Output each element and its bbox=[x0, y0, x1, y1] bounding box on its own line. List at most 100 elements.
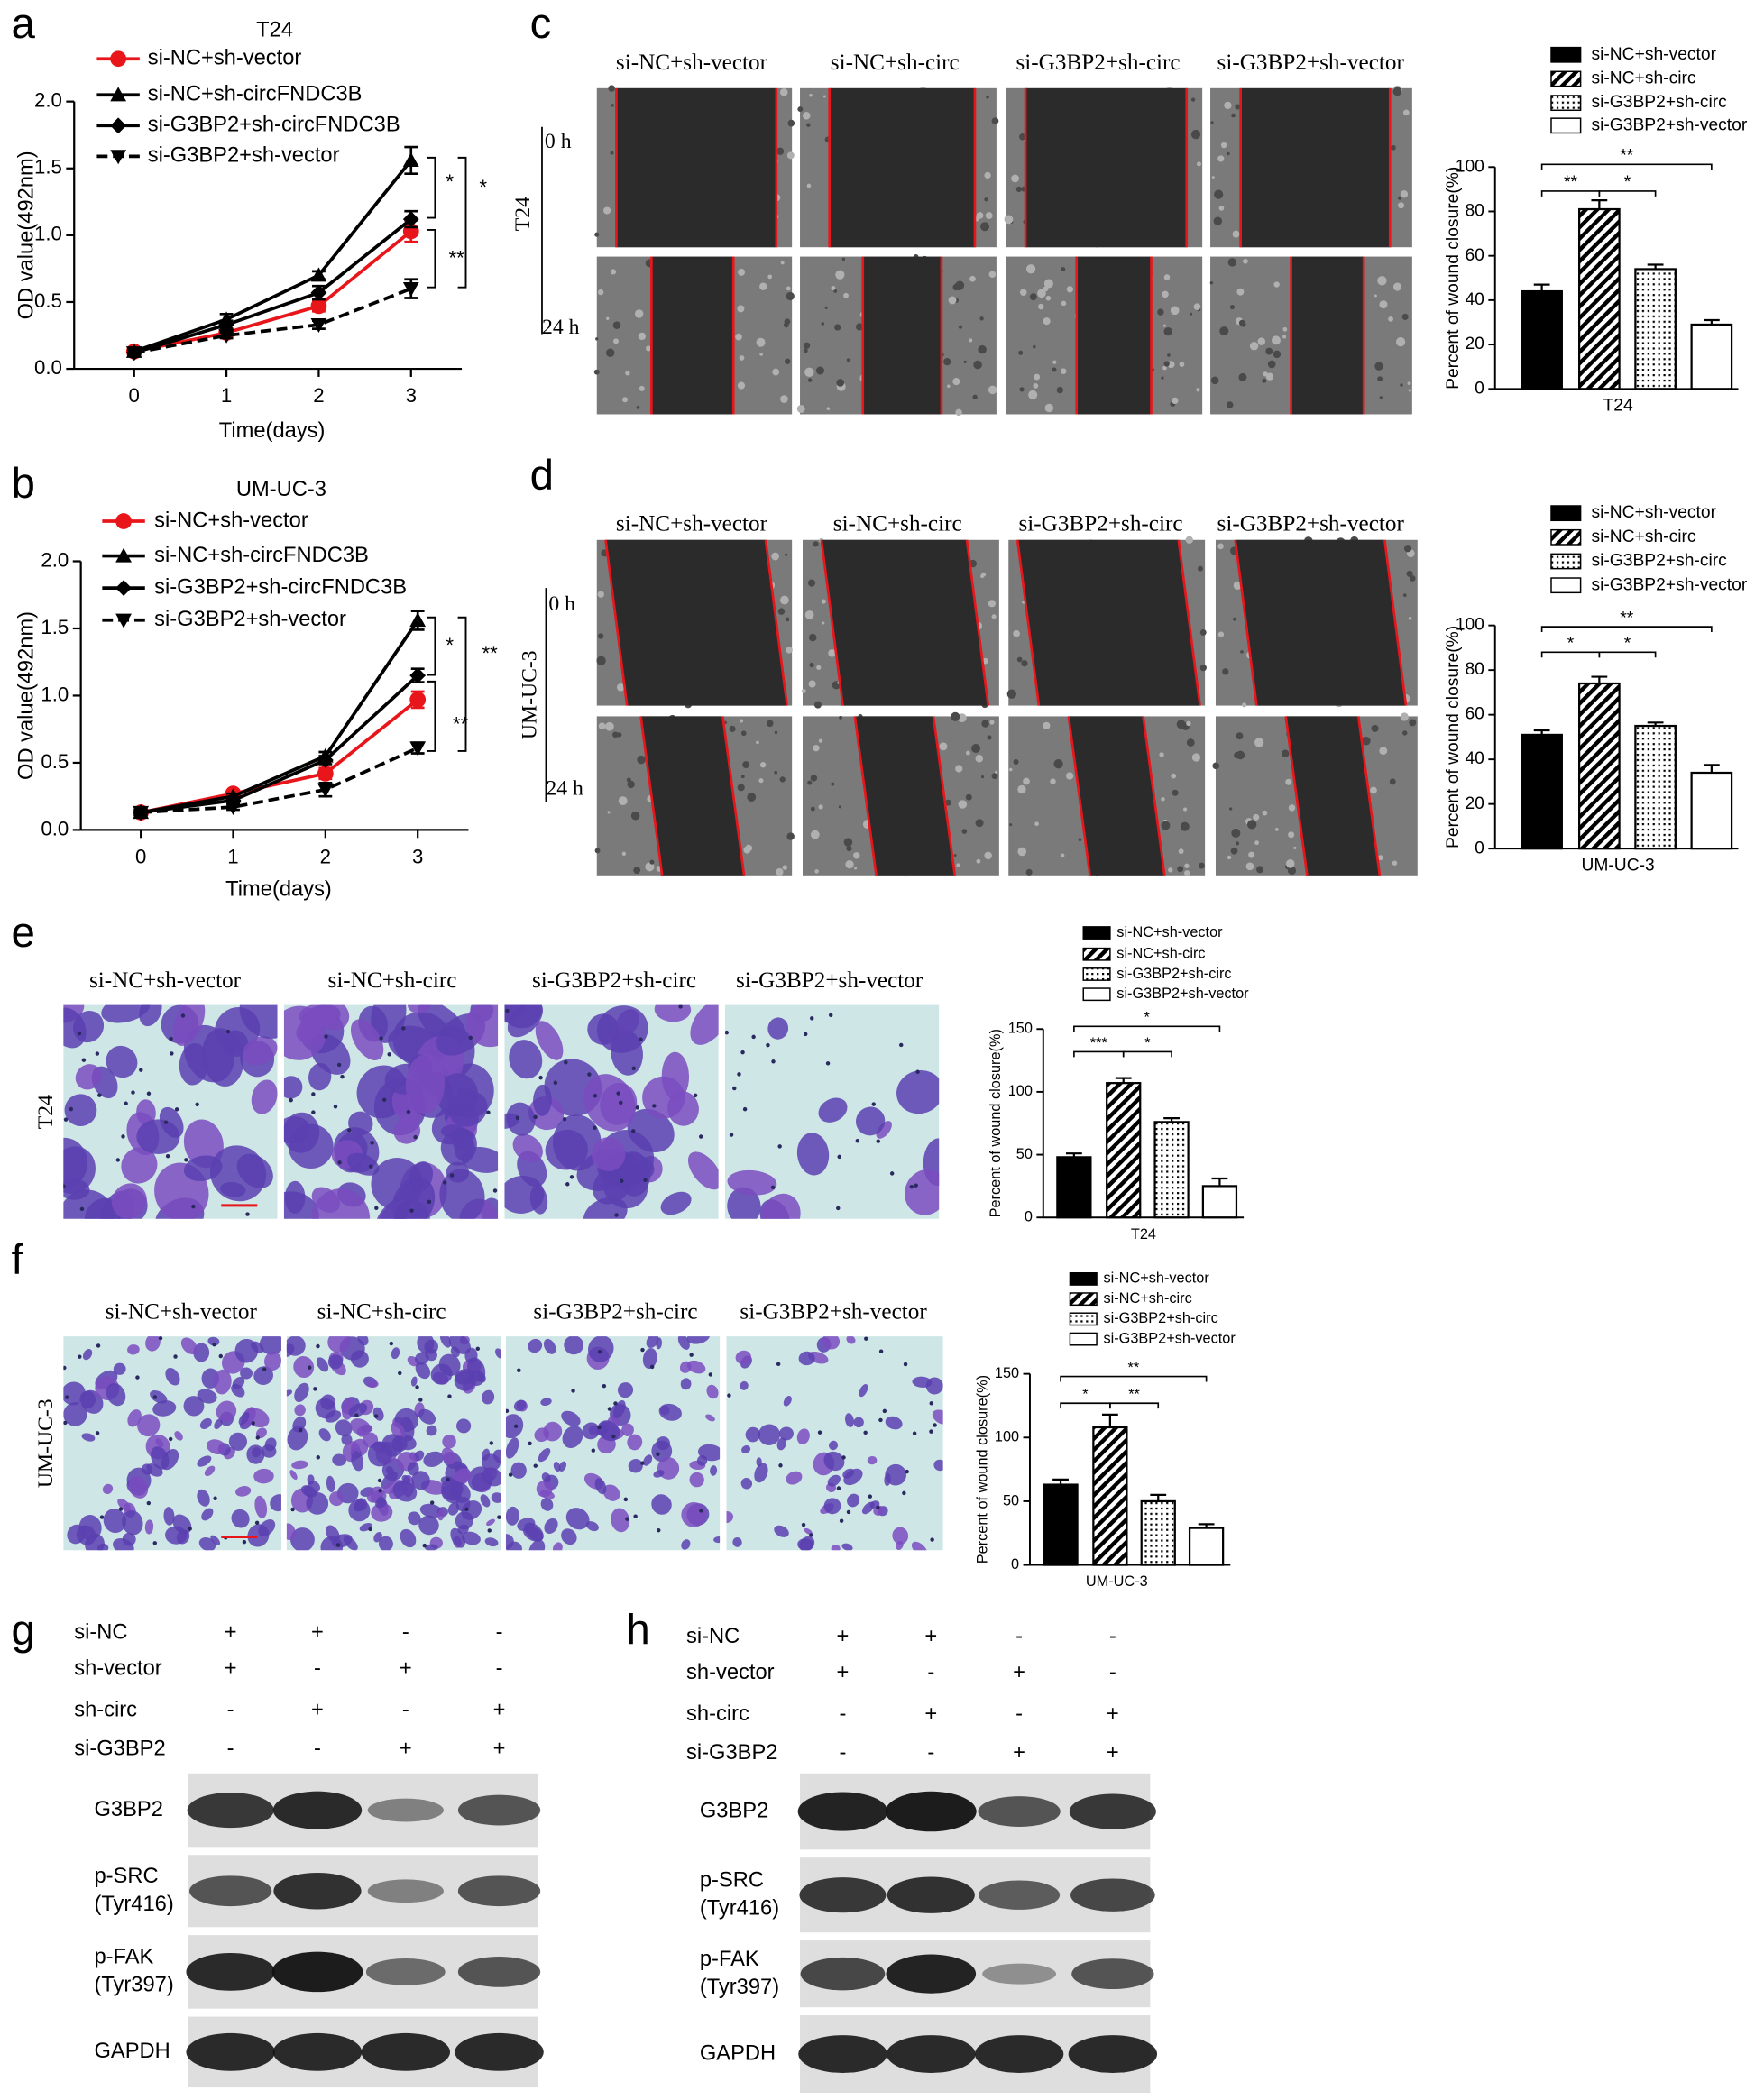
stained-cell bbox=[710, 1465, 718, 1476]
error-bar bbox=[1150, 1493, 1167, 1501]
stained-cell bbox=[240, 1367, 253, 1380]
cell-texture bbox=[1379, 396, 1383, 399]
cell-texture bbox=[1021, 660, 1028, 667]
stained-cell bbox=[67, 1524, 86, 1545]
bar bbox=[1690, 323, 1733, 390]
cell-texture bbox=[1253, 813, 1260, 821]
stained-cell bbox=[705, 1414, 715, 1422]
significance-bracket bbox=[1060, 1402, 1111, 1409]
stained-cell bbox=[145, 1336, 161, 1352]
marker bbox=[125, 346, 142, 362]
pore bbox=[871, 1102, 876, 1106]
pore bbox=[771, 1059, 776, 1064]
cell-texture bbox=[616, 683, 625, 692]
condition-sign: - bbox=[496, 1620, 503, 1644]
pore bbox=[933, 1423, 937, 1427]
stained-cell bbox=[681, 1539, 691, 1550]
pore bbox=[656, 1452, 660, 1457]
stained-cell bbox=[408, 1511, 421, 1526]
pore bbox=[876, 1505, 880, 1510]
pore bbox=[99, 1515, 105, 1519]
y-tick-label: 100 bbox=[995, 1429, 1019, 1445]
pore bbox=[413, 1134, 418, 1140]
stained-cell bbox=[818, 1097, 848, 1123]
significance-label: ** bbox=[1620, 609, 1633, 628]
stained-cell bbox=[767, 1017, 789, 1040]
stained-cell bbox=[320, 1536, 344, 1551]
pore bbox=[78, 1354, 82, 1359]
stained-cell bbox=[264, 1437, 277, 1452]
legend-label: si-G3BP2+sh-vector bbox=[1591, 575, 1747, 594]
stained-cell bbox=[455, 1511, 473, 1530]
legend-marker bbox=[110, 87, 127, 102]
stained-cell bbox=[307, 1474, 315, 1485]
legend-label: si-G3BP2+sh-circ bbox=[1103, 1310, 1217, 1326]
cell-texture bbox=[1033, 344, 1036, 349]
column-label: si-NC+sh-vector bbox=[616, 50, 768, 75]
wound-gap bbox=[1285, 716, 1380, 876]
blot-band bbox=[799, 1877, 887, 1913]
stained-cell bbox=[896, 1540, 904, 1550]
pore bbox=[225, 1029, 231, 1034]
stained-cell bbox=[758, 1424, 781, 1445]
stained-cell bbox=[204, 1465, 216, 1477]
blot-band bbox=[982, 1963, 1057, 1985]
condition-sign: + bbox=[225, 1620, 237, 1644]
cell-texture bbox=[1227, 151, 1230, 156]
stained-cell bbox=[103, 1509, 126, 1534]
stained-cell bbox=[778, 1426, 794, 1441]
stained-cell bbox=[727, 1169, 777, 1196]
cell-texture bbox=[1233, 617, 1236, 621]
cell-texture bbox=[1262, 810, 1268, 816]
pore bbox=[429, 1500, 435, 1505]
condition-sign: - bbox=[1015, 1625, 1023, 1648]
cell-texture bbox=[843, 292, 849, 298]
band-label: (Tyr397) bbox=[94, 1974, 173, 1997]
pore bbox=[623, 1497, 629, 1502]
cell-texture bbox=[975, 754, 984, 763]
pore bbox=[447, 1394, 452, 1398]
pore bbox=[587, 1072, 592, 1077]
cell-texture bbox=[969, 338, 973, 343]
cell-texture bbox=[985, 212, 993, 220]
pore bbox=[915, 1069, 920, 1074]
stained-cell bbox=[371, 1158, 424, 1210]
cell-texture bbox=[995, 770, 998, 774]
pore bbox=[422, 1543, 427, 1548]
cell-texture bbox=[1389, 778, 1396, 785]
stained-cell bbox=[583, 1074, 636, 1132]
pore bbox=[635, 1105, 639, 1110]
pore bbox=[406, 1109, 411, 1114]
stained-cell bbox=[562, 1426, 583, 1449]
stained-cell bbox=[448, 1336, 471, 1354]
cell-texture bbox=[1227, 855, 1232, 860]
stained-cell bbox=[545, 1129, 588, 1170]
stained-cell bbox=[776, 1437, 786, 1451]
pore bbox=[699, 1509, 703, 1513]
cell-texture bbox=[605, 721, 614, 731]
pore bbox=[607, 1407, 612, 1411]
stained-cell bbox=[933, 1459, 943, 1472]
stained-cell bbox=[507, 1004, 544, 1038]
marker bbox=[409, 741, 427, 757]
cell-texture bbox=[1257, 337, 1266, 345]
cell-texture bbox=[1282, 335, 1287, 339]
blot-band bbox=[457, 1875, 541, 1907]
pore bbox=[625, 1517, 629, 1521]
stained-cell bbox=[536, 1480, 553, 1498]
stained-cell bbox=[183, 1396, 205, 1417]
pore bbox=[863, 1430, 868, 1435]
legend-label: si-NC+sh-vector bbox=[1591, 45, 1716, 64]
stained-cell bbox=[741, 1445, 751, 1453]
wound-edge bbox=[820, 539, 844, 706]
cell-texture bbox=[971, 744, 980, 753]
cell-texture bbox=[809, 662, 814, 668]
cell-texture bbox=[981, 572, 987, 577]
stained-cell bbox=[106, 1045, 138, 1078]
cell-texture bbox=[1377, 276, 1387, 286]
stained-cell bbox=[798, 1351, 815, 1366]
condition-sign: - bbox=[402, 1698, 409, 1721]
x-tick-label: 3 bbox=[406, 384, 417, 407]
cell-texture bbox=[1025, 264, 1036, 274]
stained-cell bbox=[150, 1390, 168, 1404]
